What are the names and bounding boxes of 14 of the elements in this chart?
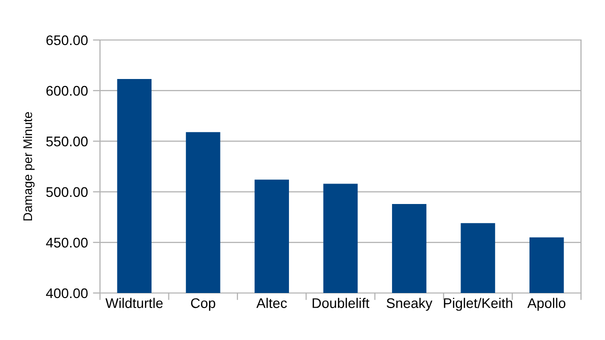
x-tick-label: Cop [191, 298, 216, 311]
y-tick-label: 650.00 [46, 35, 88, 46]
x-tick-label: Sneaky [386, 298, 432, 311]
x-tick-label: Apollo [527, 298, 566, 311]
y-tick-label: 450.00 [46, 238, 88, 248]
y-tick-label: 550.00 [46, 136, 88, 146]
x-tick-label: Piglet/Keith [444, 298, 512, 311]
y-tick-label: 600.00 [46, 86, 88, 96]
x-tick-label: Doublelift [312, 298, 370, 308]
y-axis-title: Damage per Minute [22, 112, 35, 220]
x-tick-label: Altec [256, 298, 287, 308]
y-tick-label: 500.00 [46, 187, 88, 197]
x-tick-label: Wildturtle [105, 298, 163, 308]
y-tick-label: 400.00 [46, 288, 88, 298]
